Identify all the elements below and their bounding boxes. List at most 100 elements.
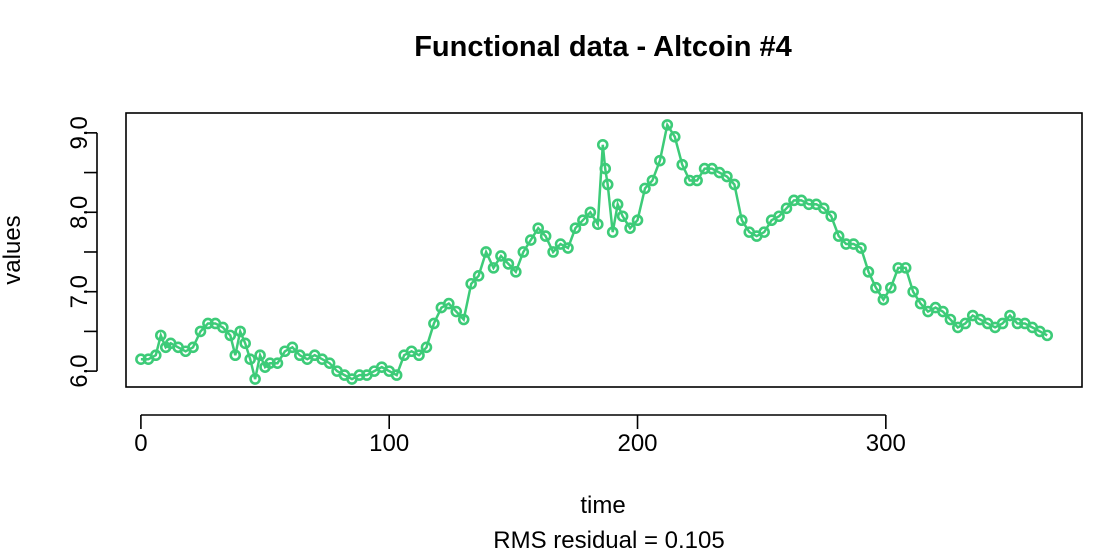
data-point [654,154,666,167]
x-tick-label: 0 [134,430,147,457]
data-point [154,329,167,342]
y-tick-label: 9.0 [66,116,93,149]
data-point [428,317,440,330]
data-point [959,317,972,330]
data-point [254,349,266,362]
data-point [562,242,574,254]
y-tick-label: 6.0 [66,354,93,387]
data-point [264,357,276,369]
data-point [547,246,559,258]
data-point [683,174,696,187]
chart-title: Functional data - Altcoin #4 [414,31,792,63]
data-point [239,337,251,350]
data-point [234,325,247,338]
data-point [840,238,852,250]
data-point [817,202,830,215]
data-point [413,349,425,362]
series-line [140,121,1048,381]
data-point [944,313,957,326]
data-point [773,210,785,223]
data-point [1004,309,1016,322]
data-point [450,305,463,318]
data-point [877,293,890,306]
data-point [390,369,403,381]
data-point [353,369,366,381]
data-point [135,353,147,366]
data-point [661,119,674,131]
data-point [832,230,845,242]
data-point [601,178,614,191]
data-point [870,281,882,294]
data-point [803,198,815,211]
data-point [884,281,897,294]
data-point [855,242,867,254]
data-point [646,174,659,187]
data-point [862,266,875,278]
data-point [1011,317,1024,330]
data-point [899,262,912,274]
data-point [631,214,644,227]
data-point [465,277,477,290]
data-point [502,258,515,270]
data-point [907,285,919,298]
y-axis: 6.0 7.0 8.0 9.0 [66,116,98,388]
data-point [487,262,500,274]
data-point [202,317,214,330]
data-point [420,341,433,354]
data-point [495,250,507,262]
data-point [510,266,522,278]
plot-frame [125,112,1083,388]
data-point [217,321,229,334]
data-point [616,210,629,223]
data-point [472,270,485,282]
data-point [758,226,770,238]
data-point [480,246,492,258]
x-tick-label: 200 [617,430,657,457]
data-point [517,246,530,258]
data-point [194,325,207,338]
data-point [224,329,237,342]
data-point [676,158,689,171]
x-axis: 0 100 200 300 [134,414,906,457]
data-point [532,222,544,234]
data-point [539,230,552,242]
data-point [780,202,793,215]
y-tick-label: 7.0 [66,275,93,308]
data-point [611,198,624,211]
subtitle: RMS residual = 0.105 [493,527,724,554]
data-point [524,234,537,246]
y-tick-label: 8.0 [66,196,93,229]
data-point [606,226,619,238]
data-point [639,182,651,195]
data-point [599,162,612,175]
data-point [591,218,604,230]
data-point [569,222,582,234]
data-point [457,313,470,326]
y-axis-label: values [0,215,26,284]
data-point [691,174,703,187]
data-point [937,305,949,318]
data-point [244,353,256,366]
data-point [698,162,711,175]
data-point [271,357,284,369]
data-point [788,194,800,207]
data-point [187,341,199,354]
data-point [668,131,681,143]
data-point [721,170,733,183]
data-point [728,178,741,191]
x-tick-label: 300 [866,430,906,457]
data-point [596,138,609,151]
series-layer [135,119,1054,385]
data-point [323,357,336,369]
data-point [249,373,261,385]
data-point [1041,329,1054,342]
x-tick-label: 100 [369,430,409,457]
data-point [825,210,838,223]
data-point [577,214,589,227]
data-point [286,341,299,354]
data-point [736,214,748,227]
x-axis-label: time [580,492,625,519]
data-point [892,262,905,274]
data-point [229,349,242,362]
